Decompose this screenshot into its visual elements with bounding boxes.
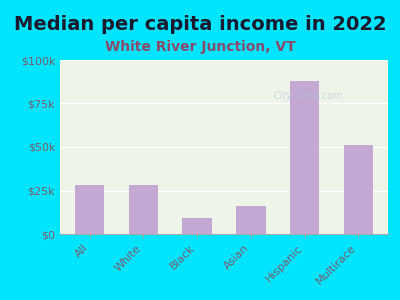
Bar <box>75 185 104 234</box>
Bar <box>290 81 319 234</box>
Text: Median per capita income in 2022: Median per capita income in 2022 <box>14 15 386 34</box>
Bar <box>182 218 212 234</box>
Bar <box>129 185 158 234</box>
Text: White River Junction, VT: White River Junction, VT <box>105 40 295 55</box>
Bar <box>344 145 373 234</box>
Text: City-Data.com: City-Data.com <box>273 91 343 101</box>
Bar <box>236 206 266 234</box>
